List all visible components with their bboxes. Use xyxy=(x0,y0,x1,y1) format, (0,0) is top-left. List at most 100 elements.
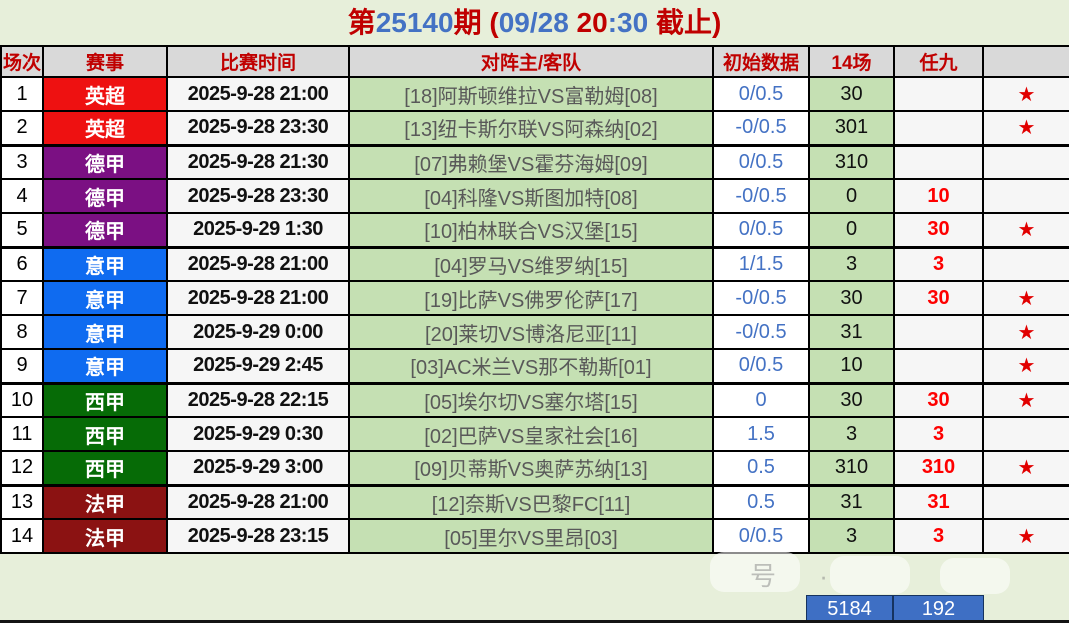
league-badge: 德甲 xyxy=(42,212,168,249)
match-row-13: 13 法甲 2025-9-28 21:00 [12]奈斯VS巴黎FC[11] 0.5 31… xyxy=(0,484,1069,520)
initial-odds: 1/1.5 xyxy=(712,246,810,282)
title-segment: 20 xyxy=(568,7,608,38)
match-teams: [04]科隆VS斯图加特[08] xyxy=(348,178,714,214)
field14-picks: 3 xyxy=(808,416,895,452)
title-segment: 截止) xyxy=(648,7,722,38)
initial-odds: 0/0.5 xyxy=(712,212,810,249)
match-teams: [04]罗马VS维罗纳[15] xyxy=(348,246,714,282)
match-time: 2025-9-28 21:00 xyxy=(166,76,350,112)
star-mark: ★ xyxy=(982,212,1069,249)
initial-odds: 0.5 xyxy=(712,484,810,520)
star-mark xyxy=(982,484,1069,520)
league-badge: 意甲 xyxy=(42,280,168,316)
match-time: 2025-9-28 21:30 xyxy=(166,144,350,180)
star-mark: ★ xyxy=(982,518,1069,554)
column-header-对阵主/客队: 对阵主/客队 xyxy=(348,45,714,78)
league-badge: 英超 xyxy=(42,110,168,147)
initial-odds: 0/0.5 xyxy=(712,76,810,112)
match-teams: [13]纽卡斯尔联VS阿森纳[02] xyxy=(348,110,714,147)
match-time: 2025-9-29 1:30 xyxy=(166,212,350,249)
ren9-picks: 30 xyxy=(893,382,984,418)
column-header-任九: 任九 xyxy=(893,45,984,78)
match-row-5: 5 德甲 2025-9-29 1:30 [10]柏林联合VS汉堡[15] 0/0.5 0 3… xyxy=(0,212,1069,249)
watermark-blob xyxy=(830,556,910,594)
league-badge: 德甲 xyxy=(42,144,168,180)
ren9-picks xyxy=(893,314,984,350)
league-badge: 意甲 xyxy=(42,348,168,385)
match-time: 2025-9-28 23:30 xyxy=(166,110,350,147)
match-row-12: 12 西甲 2025-9-29 3:00 [09]贝蒂斯VS奥萨苏纳[13] 0.5 31… xyxy=(0,450,1069,487)
column-header-14场: 14场 xyxy=(808,45,895,78)
star-mark: ★ xyxy=(982,450,1069,487)
ren9-picks: 3 xyxy=(893,246,984,282)
match-row-14: 14 法甲 2025-9-28 23:15 [05]里尔VS里昂[03] 0/0.5 3 3… xyxy=(0,518,1069,554)
match-time: 2025-9-28 22:15 xyxy=(166,382,350,418)
match-row-6: 6 意甲 2025-9-28 21:00 [04]罗马VS维罗纳[15] 1/1.5 3 3 xyxy=(0,246,1069,282)
match-teams: [05]里尔VS里昂[03] xyxy=(348,518,714,554)
match-teams: [02]巴萨VS皇家社会[16] xyxy=(348,416,714,452)
initial-odds: 0/0.5 xyxy=(712,348,810,385)
field14-picks: 30 xyxy=(808,382,895,418)
match-time: 2025-9-28 21:00 xyxy=(166,246,350,282)
initial-odds: 0/0.5 xyxy=(712,518,810,554)
bottom-border-line xyxy=(0,620,1069,623)
match-row-2: 2 英超 2025-9-28 23:30 [13]纽卡斯尔联VS阿森纳[02] -0/0… xyxy=(0,110,1069,147)
ren9-picks: 30 xyxy=(893,280,984,316)
match-teams: [12]奈斯VS巴黎FC[11] xyxy=(348,484,714,520)
match-number: 13 xyxy=(0,484,44,520)
star-mark: ★ xyxy=(982,348,1069,385)
match-number: 6 xyxy=(0,246,44,282)
match-teams: [10]柏林联合VS汉堡[15] xyxy=(348,212,714,249)
column-header-初始数据: 初始数据 xyxy=(712,45,810,78)
match-number: 11 xyxy=(0,416,44,452)
field14-picks: 0 xyxy=(808,178,895,214)
title-segment: 09/28 xyxy=(498,7,569,38)
league-badge: 德甲 xyxy=(42,178,168,214)
ren9-picks xyxy=(893,76,984,112)
field14-picks: 31 xyxy=(808,314,895,350)
field14-picks: 3 xyxy=(808,246,895,282)
column-header-场次: 场次 xyxy=(0,45,44,78)
match-time: 2025-9-29 0:30 xyxy=(166,416,350,452)
league-badge: 法甲 xyxy=(42,518,168,554)
ren9-picks: 3 xyxy=(893,518,984,554)
match-number: 5 xyxy=(0,212,44,249)
title-segment: 期 ( xyxy=(453,7,499,38)
initial-odds: 1.5 xyxy=(712,416,810,452)
initial-odds: -0/0.5 xyxy=(712,314,810,350)
star-mark xyxy=(982,178,1069,214)
match-row-11: 11 西甲 2025-9-29 0:30 [02]巴萨VS皇家社会[16] 1.5 3 3 xyxy=(0,416,1069,452)
field14-picks: 3 xyxy=(808,518,895,554)
summary-row: 5184 192 xyxy=(806,595,984,623)
match-time: 2025-9-28 21:00 xyxy=(166,484,350,520)
match-time: 2025-9-28 23:30 xyxy=(166,178,350,214)
matches-table: 场次 赛事 比赛时间 对阵主/客队 初始数据 14场 任九 1 英超 2025-9-28 21:… xyxy=(0,45,1069,554)
ren9-picks: 310 xyxy=(893,450,984,487)
page-title: 第25140期 (09/28 20:30 截止) xyxy=(0,0,1069,45)
ren9-picks: 3 xyxy=(893,416,984,452)
star-mark xyxy=(982,246,1069,282)
league-badge: 意甲 xyxy=(42,314,168,350)
field14-picks: 10 xyxy=(808,348,895,385)
ren9-picks xyxy=(893,144,984,180)
watermark-blob xyxy=(710,552,800,592)
title-segment: 25140 xyxy=(375,7,454,38)
watermark-text: 号 · xyxy=(750,561,846,591)
match-time: 2025-9-28 23:15 xyxy=(166,518,350,554)
match-number: 7 xyxy=(0,280,44,316)
ren9-picks: 31 xyxy=(893,484,984,520)
match-time: 2025-9-29 0:00 xyxy=(166,314,350,350)
match-teams: [19]比萨VS佛罗伦萨[17] xyxy=(348,280,714,316)
field14-picks: 0 xyxy=(808,212,895,249)
match-number: 10 xyxy=(0,382,44,418)
column-header-赛事: 赛事 xyxy=(42,45,168,78)
match-number: 3 xyxy=(0,144,44,180)
match-number: 9 xyxy=(0,348,44,385)
match-teams: [07]弗赖堡VS霍芬海姆[09] xyxy=(348,144,714,180)
match-row-4: 4 德甲 2025-9-28 23:30 [04]科隆VS斯图加特[08] -0/0.5… xyxy=(0,178,1069,214)
initial-odds: -0/0.5 xyxy=(712,280,810,316)
match-time: 2025-9-28 21:00 xyxy=(166,280,350,316)
initial-odds: 0 xyxy=(712,382,810,418)
match-teams: [20]莱切VS博洛尼亚[11] xyxy=(348,314,714,350)
title-segment: 第 xyxy=(347,7,376,38)
